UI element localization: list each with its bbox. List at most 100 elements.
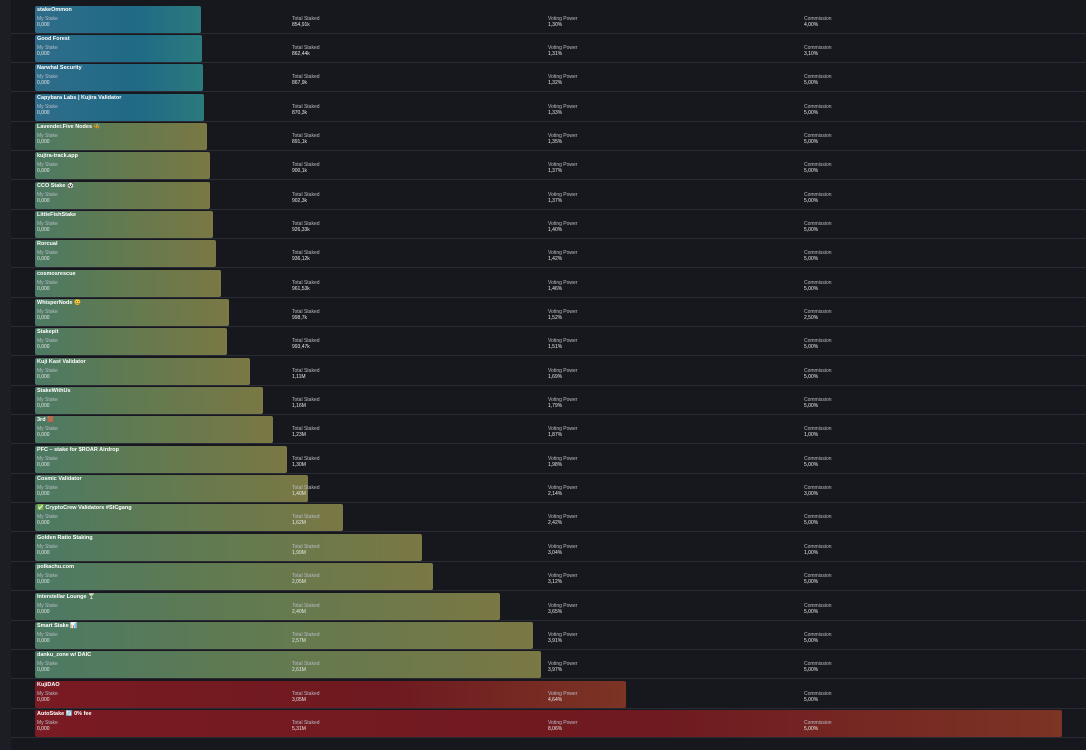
commission-value: 5,00% [804, 168, 819, 175]
voting-power-bar [35, 563, 433, 591]
validator-row[interactable]: StakeWithUs My Stake 0,000 Total Staked 1,16… [11, 386, 1086, 416]
commission-value: 5,00% [804, 696, 819, 703]
validator-row[interactable]: CCO Stake 🐼 My Stake 0,000 Total Staked 902,… [11, 181, 1086, 210]
total-staked-label: Total Staked [292, 602, 320, 609]
validator-name: polkachu.com [37, 564, 74, 571]
total-staked-value: 926,33k [292, 226, 310, 233]
validator-row[interactable]: LittleFishStake My Stake 0,000 Total Staked… [11, 210, 1086, 239]
voting-power-bar [35, 64, 204, 92]
validator-row[interactable]: KujiDAO My Stake 0,000 Total Staked 3,05M Vot… [11, 680, 1086, 709]
validator-row[interactable]: PFC – stake for $ROAR Airdrop My Stake 0,0… [11, 445, 1086, 474]
voting-power-label: Voting Power [548, 661, 578, 668]
voting-power-bar [35, 152, 210, 180]
my-stake-label: My Stake [37, 132, 58, 139]
commission-value: 5,00% [804, 637, 819, 644]
total-staked-value: 862,44k [292, 50, 310, 57]
my-stake-value: 0,000 [37, 579, 50, 586]
my-stake-value: 0,000 [37, 461, 50, 468]
validator-row[interactable]: 3rd 🟫 My Stake 0,000 Total Staked 1,23M Votin… [11, 415, 1086, 445]
validator-name: WhisperNode 🤐 [37, 300, 81, 306]
my-stake-value: 0,000 [37, 403, 50, 410]
my-stake-value: 0,000 [37, 285, 50, 292]
voting-power-label: Voting Power [548, 455, 578, 462]
my-stake-label: My Stake [37, 103, 58, 110]
voting-power-bar [35, 651, 541, 679]
my-stake-value: 0,000 [37, 138, 50, 145]
commission-value: 5,00% [804, 579, 819, 586]
validator-row[interactable]: danku_zone w/ DAIC My Stake 0,000 Total Sta… [11, 650, 1086, 680]
validator-row[interactable]: AutoStake 🔄 0% fee My Stake 0,000 Total Sta… [11, 709, 1086, 738]
validator-row[interactable]: Rorcual My Stake 0,000 Total Staked 936,12k V… [11, 239, 1086, 269]
commission-value: 5,00% [804, 197, 819, 204]
validator-row[interactable]: Capybara Labs | Kujira Validator My Stake… [11, 93, 1086, 122]
voting-power-value: 1,30% [548, 21, 563, 28]
my-stake-label: My Stake [37, 602, 58, 609]
total-staked-value: 936,12k [292, 256, 310, 263]
validator-row[interactable]: Good Forest My Stake 0,000 Total Staked 862,… [11, 34, 1086, 63]
commission-value: 5,00% [804, 138, 819, 145]
voting-power-bar [35, 93, 205, 121]
commission-value: 2,50% [804, 315, 819, 321]
voting-power-bar [35, 592, 501, 620]
validator-row[interactable]: Narwhal Security My Stake 0,000 Total Stake… [11, 63, 1086, 93]
my-stake-value: 0,000 [37, 109, 50, 116]
my-stake-value: 0,000 [37, 197, 50, 204]
voting-power-label: Voting Power [548, 631, 578, 638]
total-staked-value: 993,47k [292, 344, 310, 351]
total-staked-value: 2,40M [292, 608, 306, 615]
my-stake-value: 0,000 [37, 226, 50, 233]
commission-value: 5,00% [804, 725, 819, 732]
validator-name: kujira-track.app [37, 153, 78, 160]
commission-label: Commission [804, 162, 832, 169]
validator-row[interactable]: cosmosrescue My Stake 0,000 Total Staked 961… [11, 269, 1086, 298]
validator-row[interactable]: Kuji Kast Validator My Stake 0,000 Total St… [11, 357, 1086, 386]
validator-row[interactable]: Cosmic Validator My Stake 0,000 Total Stake… [11, 474, 1086, 504]
commission-value: 5,00% [804, 403, 819, 410]
commission-value: 3,00% [804, 491, 819, 498]
commission-value: 5,00% [804, 520, 819, 527]
voting-power-label: Voting Power [548, 485, 578, 492]
my-stake-label: My Stake [37, 573, 58, 580]
voting-power-label: Voting Power [548, 220, 578, 227]
my-stake-value: 0,000 [37, 21, 50, 28]
commission-label: Commission [804, 279, 832, 286]
validator-row[interactable]: ✅ CryptoCrew Validators #StCgang My Stake… [11, 503, 1086, 533]
total-staked-value: 870,3k [292, 109, 308, 116]
voting-power-value: 3,12% [548, 579, 563, 586]
validator-name: Narwhal Security [37, 65, 82, 72]
voting-power-label: Voting Power [548, 573, 578, 580]
commission-label: Commission [804, 631, 832, 638]
validator-row[interactable]: polkachu.com My Stake 0,000 Total Staked 2,0… [11, 562, 1086, 592]
my-stake-label: My Stake [37, 220, 58, 227]
validator-row[interactable]: kujira-track.app My Stake 0,000 Total Stake… [11, 151, 1086, 181]
commission-label: Commission [804, 661, 832, 668]
total-staked-label: Total Staked [292, 220, 320, 227]
my-stake-value: 0,000 [37, 256, 50, 263]
commission-label: Commission [804, 397, 832, 404]
voting-power-label: Voting Power [548, 367, 578, 374]
validator-row[interactable]: WhisperNode 🤐 My Stake 0,000 Total Staked 99… [11, 298, 1086, 327]
total-staked-label: Total Staked [292, 74, 320, 81]
voting-power-label: Voting Power [548, 44, 578, 51]
voting-power-bar [35, 5, 201, 33]
my-stake-value: 0,000 [37, 344, 50, 351]
validator-row[interactable]: Golden Ratio Staking My Stake 0,000 Total S… [11, 533, 1086, 562]
my-stake-label: My Stake [37, 250, 58, 257]
validator-name: Lavender.Five Nodes 🐝 [37, 123, 101, 130]
validator-row[interactable]: Stakepit My Stake 0,000 Total Staked 993,47k… [11, 327, 1086, 357]
commission-label: Commission [804, 220, 832, 227]
validator-name: Good Forest [37, 35, 70, 42]
validator-row[interactable]: Interstellar Lounge 🍸 My Stake 0,000 Total … [11, 592, 1086, 621]
my-stake-label: My Stake [37, 74, 58, 81]
total-staked-label: Total Staked [292, 103, 320, 110]
validator-row[interactable]: Smart Stake 📊 My Stake 0,000 Total Staked 2,… [11, 621, 1086, 650]
voting-power-label: Voting Power [548, 15, 578, 22]
validator-row[interactable]: stakeOmmon My Stake 0,000 Total Staked 854,9… [11, 5, 1086, 34]
commission-label: Commission [804, 514, 832, 521]
total-staked-label: Total Staked [292, 250, 320, 257]
voting-power-value: 1,37% [548, 168, 563, 175]
validator-row[interactable]: Lavender.Five Nodes 🐝 My Stake 0,000 Total … [11, 122, 1086, 151]
voting-power-label: Voting Power [548, 309, 578, 315]
commission-label: Commission [804, 485, 832, 492]
validator-name: Rorcual [37, 241, 58, 248]
